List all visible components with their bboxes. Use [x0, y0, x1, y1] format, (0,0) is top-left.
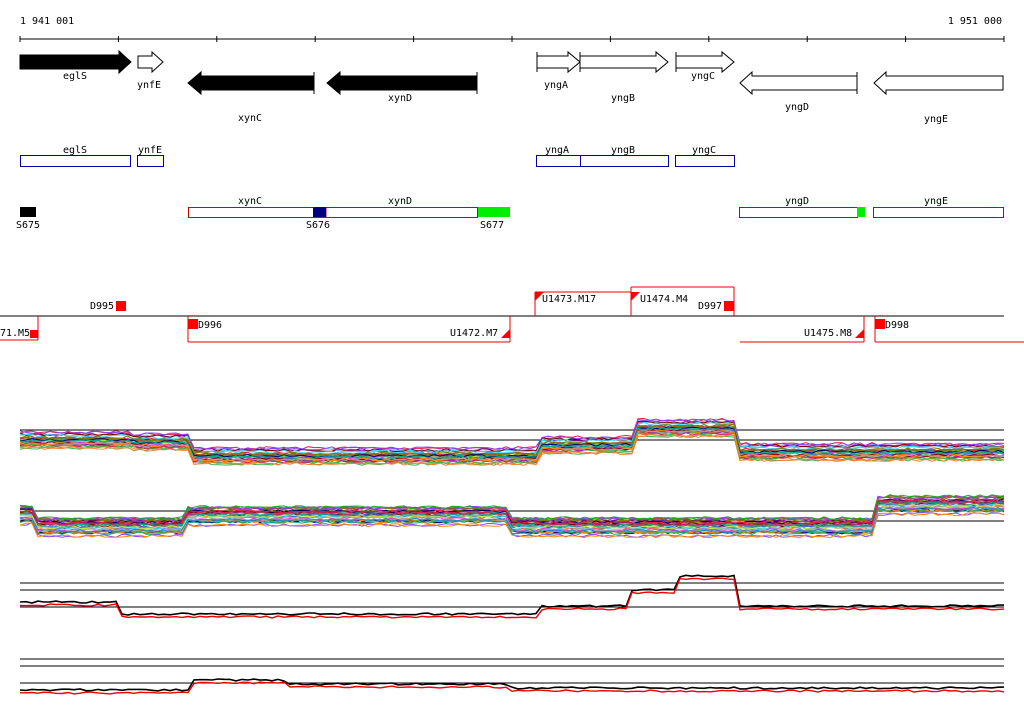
position-ruler: 1 941 001 1 951 000 — [19, 16, 1005, 42]
segment-flag-m8 — [855, 329, 864, 338]
cds-label-yngA: yngA — [545, 145, 569, 156]
cds-box-yngA[interactable] — [536, 155, 581, 167]
gene-arrow-xynC[interactable] — [187, 70, 315, 96]
segment-label-d997: D997 — [698, 301, 722, 312]
feature-box-track: S675 xynC xynD S676 S677 yngD yngE — [16, 196, 1004, 231]
segment-flag-m7 — [501, 329, 510, 338]
expression-trace — [19, 512, 1005, 539]
segment-marker-d998[interactable] — [875, 319, 885, 329]
gene-arrow-track: eglS ynfE xynC xynD yngA yngB yngC yngD … — [19, 49, 1004, 125]
segment-label-m17: U1473.M17 — [542, 294, 596, 305]
segment-track: 71.M5 D995 D996 U1472.M7 U1473.M17 U1474… — [0, 286, 1024, 343]
summary-trace-red — [19, 577, 1005, 619]
gene-label-yngC: yngC — [691, 71, 715, 82]
segment-label-d998: D998 — [885, 320, 909, 331]
cds-label-ynfE: ynfE — [138, 145, 162, 156]
segment-label-d995: D995 — [90, 301, 114, 312]
segment-flag-m17 — [535, 292, 544, 301]
expression-panel-summary-2 — [19, 658, 1005, 695]
feature-box-xyn[interactable] — [188, 207, 478, 218]
gene-arrow-yngD[interactable] — [739, 70, 858, 96]
expression-trace — [19, 420, 1005, 453]
cds-box-yngB[interactable] — [580, 155, 669, 167]
expression-trace — [19, 423, 1005, 456]
expression-panel-summary-1 — [19, 574, 1005, 619]
expression-trace — [19, 500, 1004, 527]
marker-label-s677: S677 — [480, 220, 504, 231]
marker-s677[interactable] — [478, 207, 510, 217]
gene-label-xynD: xynD — [388, 93, 412, 104]
gene-label-yngB: yngB — [611, 93, 635, 104]
gene-arrow-yngB[interactable] — [579, 50, 669, 74]
expression-trace — [19, 418, 1005, 451]
cds-box-track: eglS ynfE yngA yngB yngC — [20, 145, 735, 167]
gene-label-yngA: yngA — [544, 80, 568, 91]
expression-trace — [20, 506, 1005, 533]
expression-trace — [19, 429, 1005, 462]
feature-label-xynD: xynD — [388, 196, 412, 207]
expression-panel-multi-2 — [19, 494, 1005, 539]
cds-box-ynfE[interactable] — [137, 155, 164, 167]
expression-trace — [19, 427, 1005, 460]
expression-trace — [19, 421, 1005, 454]
ruler-ticks — [19, 36, 1005, 42]
segment-flag-m4 — [631, 292, 640, 301]
ruler-end-label: 1 951 000 — [948, 16, 1002, 27]
feature-box-yngE[interactable] — [873, 207, 1004, 218]
segment-label-d996: D996 — [198, 320, 222, 331]
gene-arrow-yngC[interactable] — [675, 50, 735, 74]
marker-label-s676: S676 — [306, 220, 330, 231]
cds-box-eglS[interactable] — [20, 155, 131, 167]
expression-trace — [19, 429, 1005, 462]
feature-label-yngE: yngE — [924, 196, 948, 207]
gene-label-ynfE: ynfE — [137, 80, 161, 91]
cds-box-yngC[interactable] — [675, 155, 735, 167]
segment-label-m4: U1474.M4 — [640, 294, 688, 305]
cds-label-yngB: yngB — [611, 145, 635, 156]
gene-arrow-xynD[interactable] — [326, 70, 478, 96]
gene-label-eglS: eglS — [63, 71, 87, 82]
gene-arrow-ynfE[interactable] — [137, 50, 164, 74]
summary-trace-black — [19, 574, 1004, 616]
expression-panel-multi-1 — [19, 417, 1005, 466]
gene-arrow-eglS[interactable] — [19, 49, 132, 75]
segment-marker-d997[interactable] — [724, 301, 734, 311]
marker-label-s675: S675 — [16, 220, 40, 231]
gene-arrow-yngA[interactable] — [536, 50, 581, 74]
expression-trace — [19, 433, 1005, 466]
feature-label-xynC: xynC — [238, 196, 262, 207]
marker-s676[interactable] — [313, 207, 326, 217]
gene-label-xynC: xynC — [238, 113, 262, 124]
summary-trace-black — [19, 678, 1005, 692]
cds-label-yngC: yngC — [692, 145, 716, 156]
ruler-start-label: 1 941 001 — [20, 16, 74, 27]
gene-arrow-yngE[interactable] — [873, 70, 1004, 96]
segment-marker-d996[interactable] — [188, 319, 198, 329]
segment-flag-m5 — [30, 330, 38, 338]
feature-green-mark-yngD — [857, 207, 865, 217]
marker-s675[interactable] — [20, 207, 36, 217]
expression-trace — [19, 494, 1005, 521]
segment-label-m7: U1472.M7 — [450, 328, 498, 339]
summary-trace-red — [20, 681, 1005, 695]
expression-trace — [19, 498, 1005, 525]
gene-label-yngD: yngD — [785, 102, 809, 113]
expression-trace — [19, 500, 1005, 527]
segment-marker-d995[interactable] — [116, 301, 126, 311]
gene-label-yngE: yngE — [924, 114, 948, 125]
segment-label-m5: 71.M5 — [0, 328, 30, 339]
feature-label-yngD: yngD — [785, 196, 809, 207]
expression-trace — [19, 506, 1005, 533]
segment-label-m8: U1475.M8 — [804, 328, 852, 339]
feature-box-yngD[interactable] — [739, 207, 858, 218]
cds-label-eglS: eglS — [63, 145, 87, 156]
